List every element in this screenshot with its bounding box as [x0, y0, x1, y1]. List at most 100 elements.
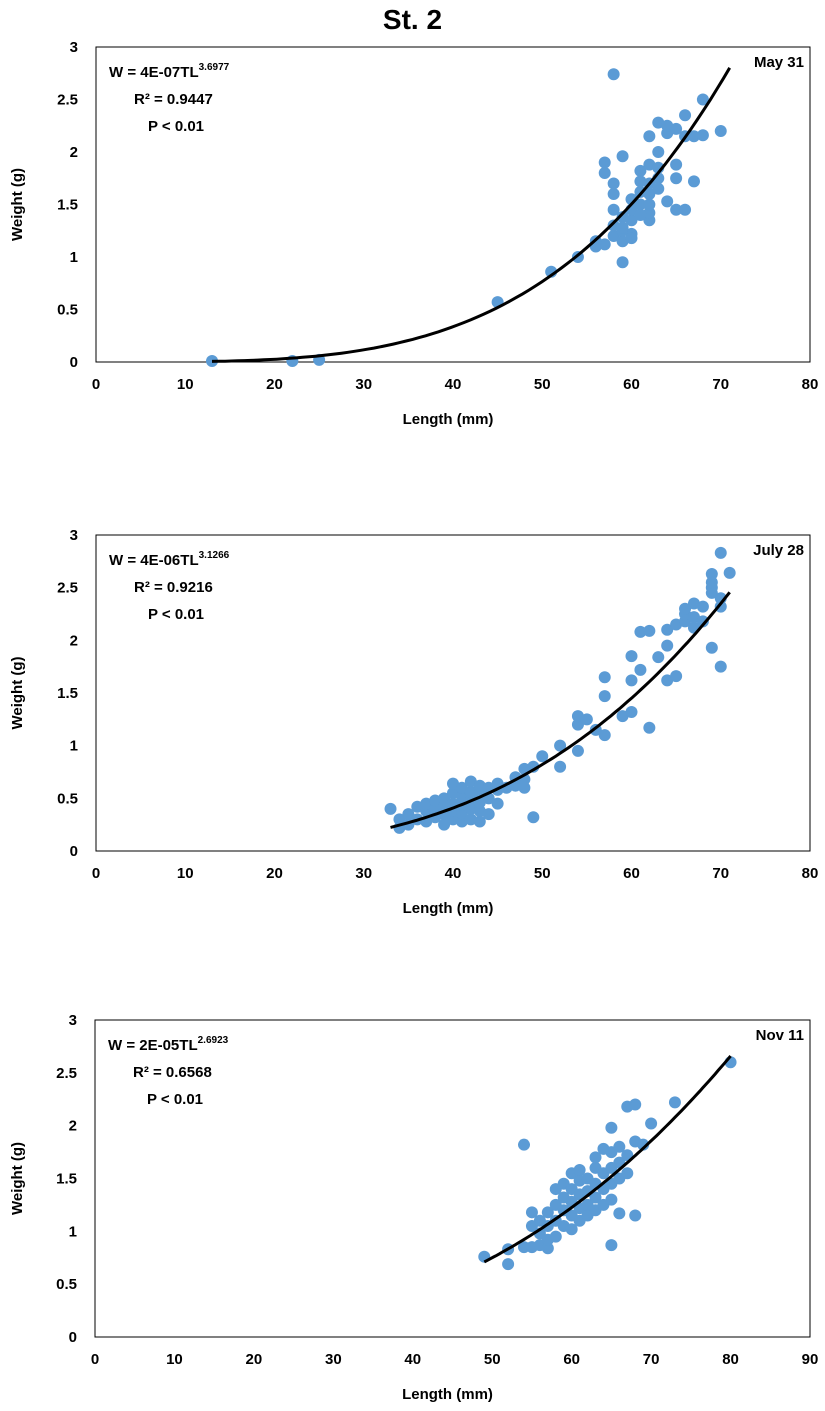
y-tick-label: 0 [69, 1329, 77, 1346]
x-tick-label: 80 [802, 376, 819, 393]
trendline [390, 591, 731, 829]
data-point [464, 786, 477, 799]
x-tick-label: 0 [92, 376, 100, 393]
x-tick-label: 10 [166, 1351, 183, 1368]
equation-base: W = 4E-06TL [109, 552, 199, 569]
data-point [573, 1164, 586, 1177]
data-point [571, 744, 584, 757]
x-tick-label: 0 [91, 1351, 99, 1368]
data-point [696, 93, 709, 106]
data-point [696, 129, 709, 142]
equation-exponent: 3.6977 [199, 62, 230, 73]
data-point [589, 1151, 602, 1164]
data-point [643, 624, 656, 637]
data-point [447, 777, 459, 790]
data-point [634, 663, 647, 676]
equation-exponent: 3.1266 [199, 550, 230, 561]
data-point [613, 1207, 626, 1220]
data-point [687, 611, 700, 624]
x-tick-label: 0 [92, 865, 100, 882]
data-point [643, 188, 656, 200]
data-point [598, 167, 611, 179]
x-tick-label: 70 [712, 865, 729, 882]
plot-frame [95, 534, 811, 852]
x-tick-label: 80 [802, 865, 819, 882]
data-point [598, 690, 611, 703]
y-tick-label: 0 [70, 354, 78, 371]
data-point [518, 781, 531, 794]
y-tick-label: 1 [70, 249, 78, 266]
equation-exponent: 2.6923 [198, 1035, 229, 1046]
data-point [634, 625, 647, 638]
figure-title: St. 2 [382, 4, 443, 35]
x-tick-label: 50 [534, 865, 551, 882]
y-tick-label: 1.5 [57, 197, 78, 214]
y-tick-label: 0.5 [57, 790, 78, 807]
x-tick-label: 80 [722, 1351, 739, 1368]
y-tick-label: 2 [69, 1118, 77, 1135]
data-point [687, 175, 700, 188]
data-point [402, 808, 415, 821]
p-value-label: P < 0.01 [148, 118, 204, 135]
data-point [589, 1191, 602, 1204]
data-point [502, 1258, 515, 1271]
data-point [625, 674, 638, 687]
data-point [393, 813, 406, 826]
date-label: Nov 11 [756, 1027, 804, 1044]
data-point [670, 172, 683, 185]
data-point [438, 792, 451, 805]
x-tick-label: 60 [623, 865, 640, 882]
equation-base: W = 4E-07TL [109, 64, 199, 81]
data-point [598, 729, 611, 742]
data-point [714, 660, 727, 673]
equation-label: W = 2E-05TL2.6923 [108, 1035, 229, 1054]
data-point [541, 1242, 554, 1255]
trendline [211, 67, 731, 363]
date-label: May 31 [754, 54, 804, 71]
data-point [491, 797, 504, 810]
data-point [613, 1140, 626, 1153]
data-point [668, 1096, 681, 1109]
x-axis-label: Length (mm) [403, 411, 494, 428]
data-point [634, 209, 647, 221]
x-tick-label: 30 [355, 376, 372, 393]
data-point [670, 203, 683, 216]
y-tick-label: 1.5 [56, 1171, 77, 1188]
x-tick-label: 40 [445, 865, 462, 882]
data-point [637, 1138, 650, 1151]
y-tick-label: 1 [69, 1223, 77, 1240]
x-tick-label: 30 [325, 1351, 342, 1368]
r-squared-label: R² = 0.6568 [133, 1064, 212, 1081]
data-point [679, 203, 692, 216]
data-point [714, 125, 727, 137]
x-tick-label: 20 [266, 376, 283, 393]
data-point [621, 1167, 634, 1180]
data-point [629, 1209, 642, 1222]
x-tick-label: 20 [246, 1351, 263, 1368]
plot-frame [95, 46, 811, 363]
data-point [598, 671, 611, 684]
data-point [455, 781, 468, 794]
data-point [605, 1193, 618, 1206]
r-squared-label: R² = 0.9216 [134, 579, 213, 596]
y-tick-label: 1.5 [57, 685, 78, 702]
data-point [645, 1117, 658, 1130]
data-point [565, 1223, 578, 1236]
x-tick-label: 90 [802, 1351, 819, 1368]
data-point [455, 790, 468, 803]
data-point [679, 109, 692, 122]
data-point [625, 650, 638, 663]
data-point [670, 158, 683, 171]
y-axis-label: Weight (g) [9, 168, 26, 241]
y-axis-label: Weight (g) [9, 1142, 26, 1215]
data-point [652, 651, 665, 664]
x-tick-label: 40 [445, 376, 462, 393]
plot-frame [94, 1019, 811, 1338]
x-tick-label: 70 [643, 1351, 660, 1368]
data-point [652, 146, 665, 158]
data-point [661, 639, 674, 652]
data-point [616, 221, 629, 234]
data-point [643, 130, 656, 143]
